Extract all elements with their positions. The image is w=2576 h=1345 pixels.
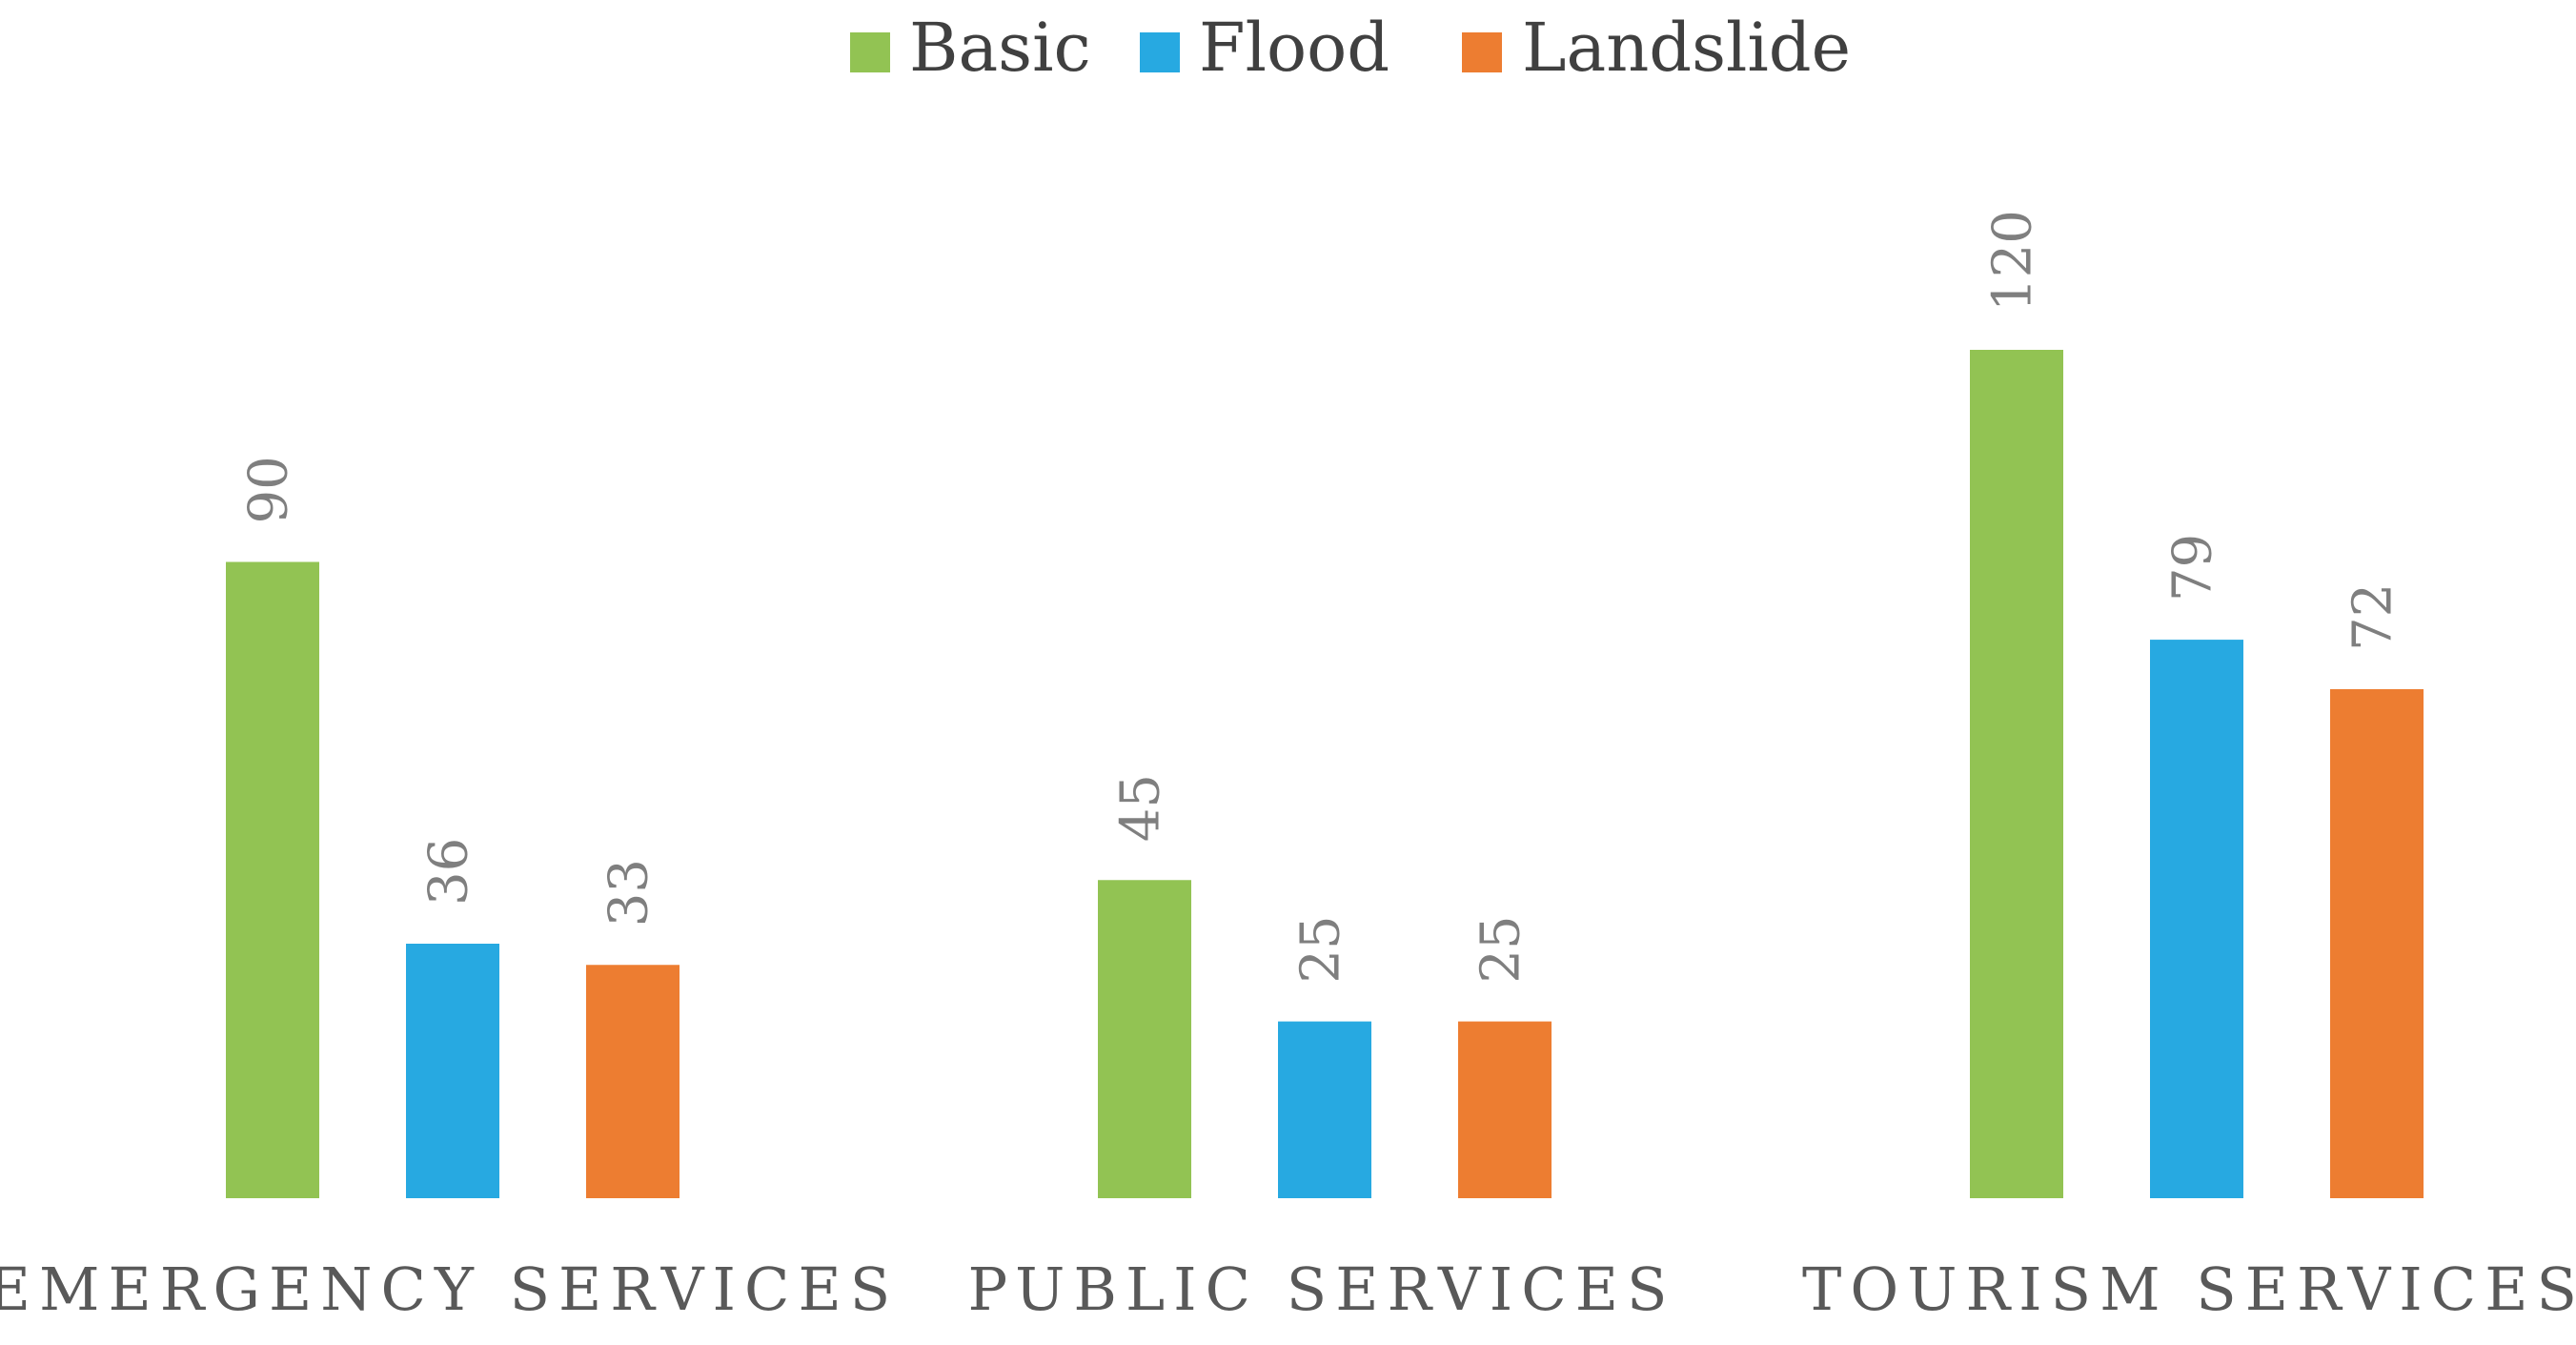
category-label-public-services: PUBLIC SERVICES bbox=[968, 1254, 1676, 1324]
legend-swatch-landslide bbox=[1462, 32, 1502, 72]
bar-basic-tourism-services bbox=[1970, 350, 2063, 1198]
data-label-basic-emergency-services: 90 bbox=[238, 456, 300, 523]
bar-landslide-emergency-services bbox=[586, 965, 679, 1198]
legend-label-flood: Flood bbox=[1199, 9, 1389, 87]
bar-flood-emergency-services bbox=[406, 944, 499, 1198]
bar-flood-tourism-services bbox=[2150, 640, 2243, 1198]
legend-swatch-flood bbox=[1140, 32, 1180, 72]
data-label-landslide-tourism-services: 72 bbox=[2343, 583, 2404, 651]
data-label-basic-public-services: 45 bbox=[1110, 774, 1172, 842]
data-label-flood-public-services: 25 bbox=[1290, 915, 1352, 983]
category-label-tourism-services: TOURISM SERVICES bbox=[1802, 1254, 2576, 1324]
data-label-flood-emergency-services: 36 bbox=[418, 838, 480, 906]
data-label-landslide-emergency-services: 33 bbox=[598, 859, 660, 927]
category-axis: EMERGENCY SERVICES PUBLIC SERVICES TOURISM… bbox=[0, 1254, 2576, 1324]
category-label-emergency-services: EMERGENCY SERVICES bbox=[0, 1254, 899, 1324]
data-label-landslide-public-services: 25 bbox=[1471, 915, 1532, 983]
bar-landslide-tourism-services bbox=[2330, 689, 2424, 1198]
legend-swatch-basic bbox=[850, 32, 890, 72]
legend-label-landslide: Landslide bbox=[1522, 9, 1851, 87]
bar-landslide-public-services bbox=[1458, 1021, 1552, 1198]
bars bbox=[226, 350, 2424, 1198]
bar-basic-emergency-services bbox=[226, 561, 319, 1198]
legend: Basic Flood Landslide bbox=[850, 9, 1851, 87]
bar-flood-public-services bbox=[1278, 1021, 1371, 1198]
data-label-flood-tourism-services: 79 bbox=[2162, 534, 2224, 601]
data-labels: 90 45 120 36 25 79 33 25 72 bbox=[238, 210, 2404, 983]
legend-label-basic: Basic bbox=[909, 9, 1091, 87]
bar-basic-public-services bbox=[1098, 880, 1191, 1198]
data-label-basic-tourism-services: 120 bbox=[1982, 210, 2044, 312]
